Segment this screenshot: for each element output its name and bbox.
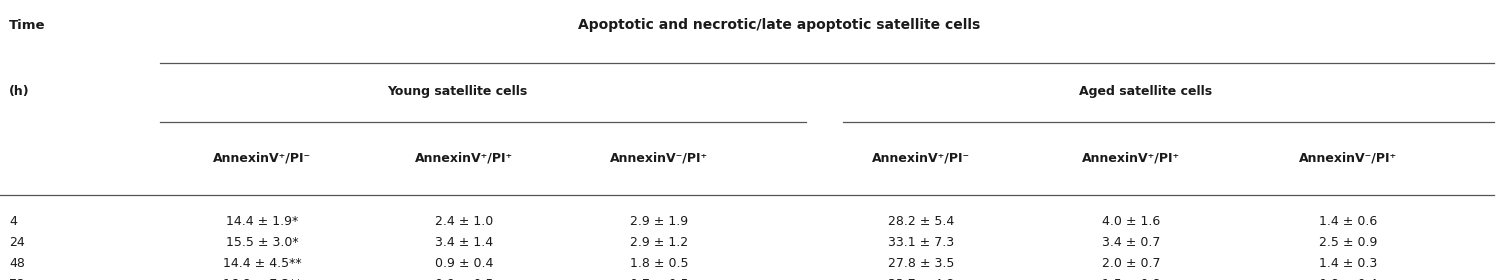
Text: 4: 4 <box>9 215 16 228</box>
Text: 33.1 ± 7.3: 33.1 ± 7.3 <box>888 236 954 249</box>
Text: AnnexinV⁻/PI⁺: AnnexinV⁻/PI⁺ <box>1299 152 1398 165</box>
Text: Apoptotic and necrotic/late apoptotic satellite cells: Apoptotic and necrotic/late apoptotic sa… <box>578 18 980 32</box>
Text: 27.8 ± 3.5: 27.8 ± 3.5 <box>888 257 954 270</box>
Text: (h): (h) <box>9 85 30 97</box>
Text: 2.5 ± 0.9: 2.5 ± 0.9 <box>1320 236 1377 249</box>
Text: 1.8 ± 0.5: 1.8 ± 0.5 <box>629 257 689 270</box>
Text: 3.4 ± 0.7: 3.4 ± 0.7 <box>1103 236 1159 249</box>
Text: AnnexinV⁺/PI⁺: AnnexinV⁺/PI⁺ <box>1082 152 1180 165</box>
Text: 14.4 ± 1.9*: 14.4 ± 1.9* <box>226 215 298 228</box>
Text: 2.9 ± 1.2: 2.9 ± 1.2 <box>631 236 688 249</box>
Text: 3.4 ± 1.4: 3.4 ± 1.4 <box>436 236 493 249</box>
Text: 1.5 ± 0.8: 1.5 ± 0.8 <box>1101 278 1161 280</box>
Text: 72: 72 <box>9 278 25 280</box>
Text: 1.4 ± 0.6: 1.4 ± 0.6 <box>1320 215 1377 228</box>
Text: 33.7 ± 4.8: 33.7 ± 4.8 <box>888 278 954 280</box>
Text: 0.7 ± 0.5: 0.7 ± 0.5 <box>629 278 689 280</box>
Text: AnnexinV⁺/PI⁺: AnnexinV⁺/PI⁺ <box>415 152 514 165</box>
Text: 0.8 ± 0.4: 0.8 ± 0.4 <box>1318 278 1378 280</box>
Text: 4.0 ± 1.6: 4.0 ± 1.6 <box>1103 215 1159 228</box>
Text: 15.5 ± 3.0*: 15.5 ± 3.0* <box>226 236 298 249</box>
Text: AnnexinV⁻/PI⁺: AnnexinV⁻/PI⁺ <box>610 152 709 165</box>
Text: 24: 24 <box>9 236 25 249</box>
Text: 28.2 ± 5.4: 28.2 ± 5.4 <box>888 215 954 228</box>
Text: Young satellite cells: Young satellite cells <box>386 85 527 97</box>
Text: 1.4 ± 0.3: 1.4 ± 0.3 <box>1320 257 1377 270</box>
Text: 16.8 ± 7.3**: 16.8 ± 7.3** <box>223 278 301 280</box>
Text: Aged satellite cells: Aged satellite cells <box>1080 85 1212 97</box>
Text: 2.0 ± 0.7: 2.0 ± 0.7 <box>1101 257 1161 270</box>
Text: 2.4 ± 1.0: 2.4 ± 1.0 <box>436 215 493 228</box>
Text: 14.4 ± 4.5**: 14.4 ± 4.5** <box>223 257 301 270</box>
Text: 48: 48 <box>9 257 25 270</box>
Text: AnnexinV⁺/PI⁻: AnnexinV⁺/PI⁻ <box>872 152 971 165</box>
Text: 0.9 ± 0.4: 0.9 ± 0.4 <box>436 257 493 270</box>
Text: 2.9 ± 1.9: 2.9 ± 1.9 <box>631 215 688 228</box>
Text: AnnexinV⁺/PI⁻: AnnexinV⁺/PI⁻ <box>213 152 312 165</box>
Text: 0.9 ± 0.5: 0.9 ± 0.5 <box>434 278 494 280</box>
Text: Time: Time <box>9 19 45 32</box>
